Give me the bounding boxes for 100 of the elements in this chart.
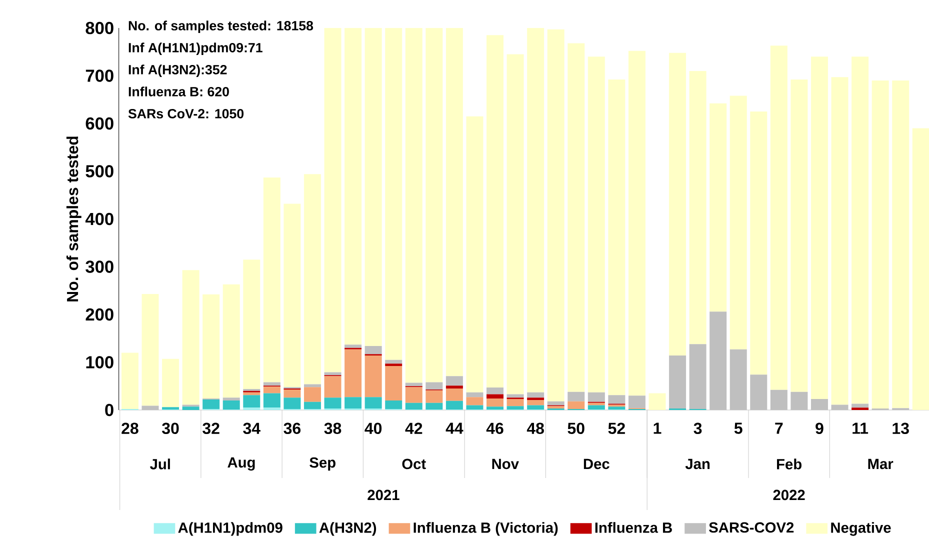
bar — [202, 294, 220, 399]
bar — [446, 400, 463, 410]
legend-label: SARS-COV2 — [709, 522, 794, 533]
bar — [588, 56, 605, 392]
bar — [385, 364, 402, 366]
y-tick-label: 100 — [86, 356, 114, 368]
bar — [364, 356, 382, 398]
bar — [466, 116, 484, 392]
y-tick-label: 600 — [86, 117, 114, 130]
bar — [506, 399, 524, 406]
bar — [506, 406, 524, 410]
y-tick-label: 200 — [86, 308, 114, 321]
bar — [162, 407, 180, 410]
bar — [608, 80, 626, 396]
x-tick-label: 30 — [162, 422, 179, 434]
bar — [344, 397, 362, 409]
bar — [892, 80, 910, 408]
legend-label: Negative — [831, 522, 891, 536]
bar — [466, 397, 484, 406]
bar — [912, 128, 929, 410]
y-axis-title: No. of samples tested — [66, 136, 82, 302]
bar — [466, 405, 484, 410]
text: Nov — [492, 458, 519, 470]
text: Mar — [868, 458, 894, 470]
bar — [263, 382, 280, 386]
x-tick-label: 44 — [446, 422, 464, 434]
bar — [222, 400, 240, 410]
x-tick-label: 34 — [243, 422, 260, 434]
y-tick-label: 0 — [105, 404, 114, 416]
text: Aug — [228, 457, 255, 471]
bar — [324, 28, 342, 372]
bar — [486, 388, 504, 394]
bar — [364, 28, 382, 346]
bar — [405, 402, 422, 410]
bar — [568, 401, 585, 410]
x-tick-label: 9 — [816, 422, 824, 434]
y-tick-label: 300 — [86, 260, 114, 273]
bar — [689, 70, 706, 344]
bar — [446, 28, 463, 376]
bar — [182, 270, 200, 405]
x-tick-label: 1 — [654, 422, 662, 434]
bar — [669, 52, 686, 356]
bar — [182, 406, 200, 410]
bar — [243, 395, 260, 408]
bar — [243, 260, 260, 389]
bar — [648, 393, 666, 410]
bar — [222, 398, 240, 400]
y-tick-label: 800 — [86, 22, 114, 34]
text: Oct — [402, 458, 426, 470]
text: 2021 — [368, 490, 400, 500]
bar — [486, 35, 504, 388]
bar — [426, 402, 443, 410]
x-tick-label: 42 — [405, 422, 422, 434]
x-tick-label: 28 — [122, 422, 138, 434]
y-tick-label: 400 — [85, 212, 114, 226]
bar — [506, 394, 524, 398]
x-tick-label: 50 — [568, 422, 584, 434]
bar — [263, 177, 280, 382]
bar — [446, 386, 463, 388]
bar — [588, 392, 605, 402]
legend-label: A(H3N2) — [319, 522, 376, 536]
bar — [852, 56, 869, 404]
y-tick-label: 500 — [86, 165, 114, 178]
bar — [324, 376, 342, 398]
bar — [284, 398, 301, 410]
x-tick-label: 52 — [608, 422, 625, 434]
y-tick-label: 700 — [86, 70, 114, 82]
bar — [162, 358, 180, 408]
bar — [385, 400, 402, 410]
bar — [344, 349, 362, 398]
bar — [527, 28, 544, 392]
annotation: SARs CoV-2: 1050 — [128, 108, 244, 118]
bar — [486, 394, 504, 399]
bar — [486, 406, 504, 410]
bar — [121, 352, 138, 410]
x-tick-label: 40 — [364, 422, 382, 434]
bar — [324, 398, 342, 409]
bar — [142, 294, 159, 406]
bar — [810, 56, 828, 400]
annotation: Influenza B: 620 — [128, 86, 229, 96]
bar — [344, 344, 362, 348]
bar — [304, 174, 321, 384]
bar — [426, 28, 443, 382]
legend-label: A(H1N1)pdm09 — [178, 522, 282, 536]
x-tick-label: 11 — [852, 422, 868, 434]
bar — [852, 404, 869, 408]
legend-label: Influenza B (Victoria) — [414, 522, 558, 536]
annotation: No. of samples tested: 18158 — [128, 20, 314, 34]
bar — [385, 360, 402, 364]
bar — [284, 389, 301, 398]
x-tick-label: 46 — [486, 422, 504, 434]
bar — [831, 77, 848, 405]
bar — [506, 54, 524, 394]
bar — [304, 402, 321, 410]
x-tick-label: 38 — [324, 422, 342, 434]
text: Dec — [584, 458, 610, 470]
bar — [405, 28, 422, 383]
bar — [588, 405, 605, 410]
bar — [628, 396, 646, 408]
x-tick-label: 7 — [775, 422, 783, 434]
